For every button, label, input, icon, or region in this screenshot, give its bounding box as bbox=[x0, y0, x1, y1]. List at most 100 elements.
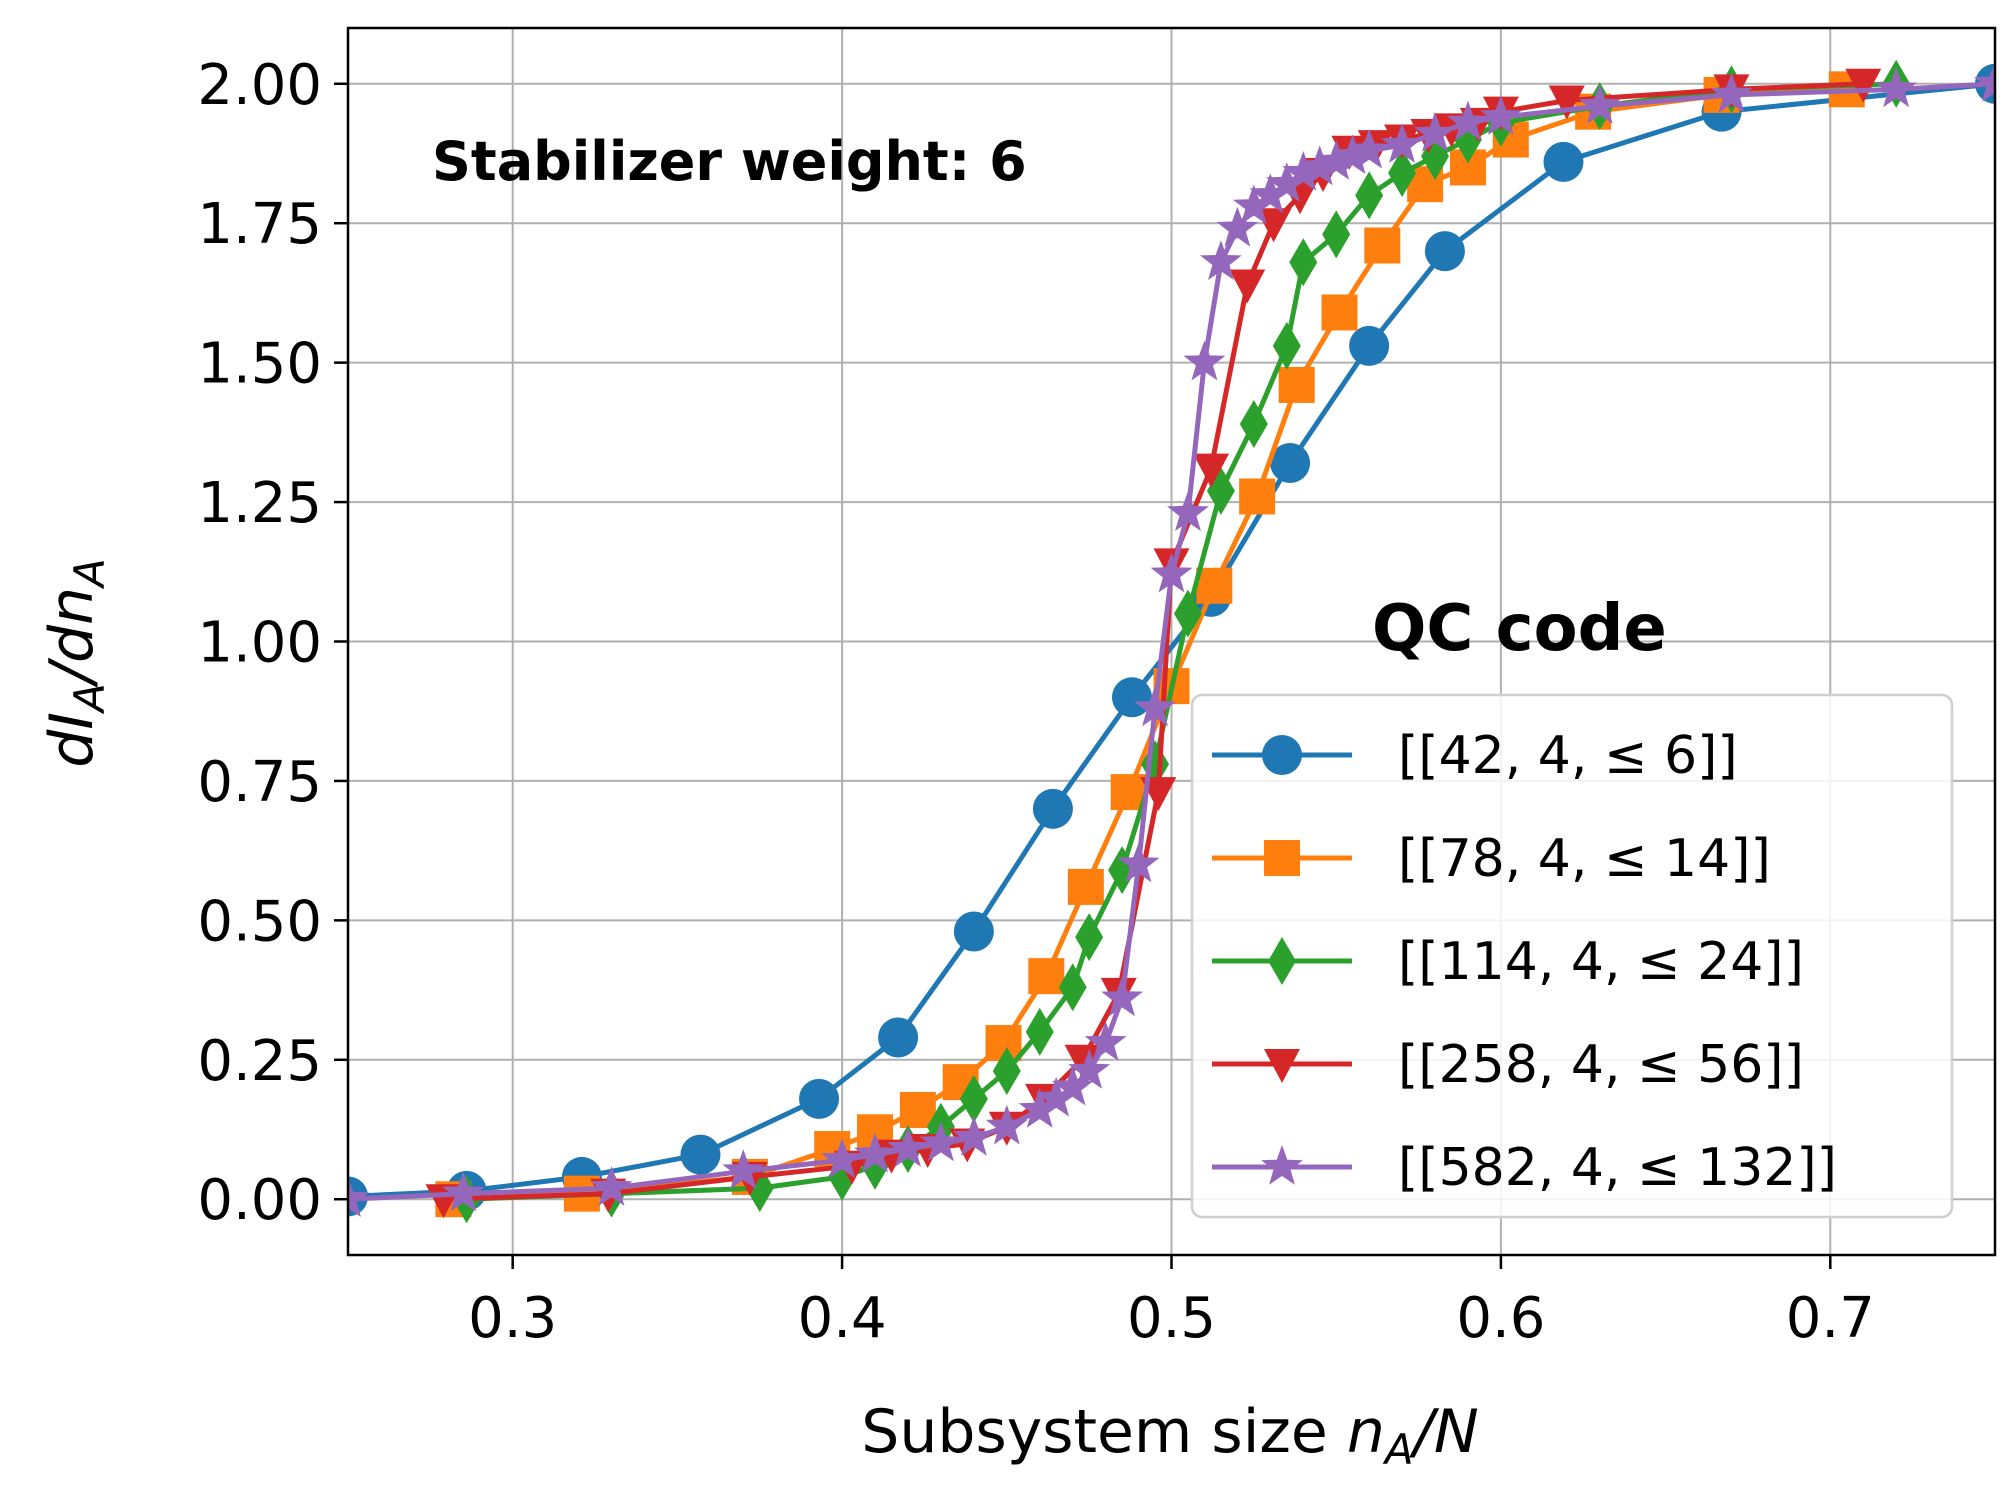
data-point bbox=[1265, 162, 1308, 202]
data-point bbox=[1075, 913, 1104, 962]
data-point bbox=[1348, 128, 1391, 169]
data-point bbox=[1035, 1076, 1078, 1117]
data-point bbox=[1196, 567, 1233, 604]
legend-marker bbox=[1264, 840, 1300, 876]
legend-marker bbox=[1262, 735, 1302, 775]
data-point bbox=[1032, 788, 1073, 829]
data-point bbox=[1067, 868, 1104, 905]
data-point bbox=[1173, 589, 1202, 638]
data-point bbox=[1845, 68, 1882, 103]
data-point bbox=[920, 1121, 962, 1162]
data-point bbox=[1229, 269, 1266, 304]
data-point bbox=[1064, 1044, 1101, 1079]
y-tick-label: 1.25 bbox=[197, 471, 322, 536]
data-point bbox=[1200, 240, 1242, 280]
data-point bbox=[1875, 67, 1918, 108]
data-point bbox=[680, 1134, 721, 1175]
legend-label: [[258, 4, ≤ 56]] bbox=[1398, 1035, 1804, 1095]
x-axis-label: Subsystem size nA/N bbox=[861, 1397, 1478, 1474]
data-point bbox=[1270, 443, 1311, 484]
legend-entry: [[582, 4, ≤ 132]] bbox=[1212, 1138, 1837, 1198]
x-tick-label: 0.5 bbox=[1127, 1286, 1216, 1351]
data-point bbox=[1278, 366, 1315, 403]
legend-marker bbox=[1268, 937, 1296, 985]
data-point bbox=[1321, 294, 1358, 331]
data-point bbox=[1548, 85, 1585, 120]
data-point bbox=[1289, 238, 1318, 287]
legend-label: [[78, 4, ≤ 14]] bbox=[1398, 829, 1771, 889]
legend-label: [[42, 4, ≤ 6]] bbox=[1398, 726, 1738, 786]
legend: QC code [[42, 4, ≤ 6]] [[78, 4, ≤ 14]] [[1… bbox=[1190, 592, 1954, 1219]
legend-marker bbox=[1261, 1145, 1303, 1185]
data-point bbox=[992, 1046, 1021, 1095]
y-tick-label: 1.75 bbox=[197, 192, 322, 257]
data-point bbox=[1216, 206, 1259, 247]
data-point bbox=[1255, 208, 1292, 243]
data-point bbox=[1322, 210, 1351, 259]
data-point bbox=[1167, 491, 1209, 531]
data-point bbox=[1282, 151, 1325, 191]
y-tick-label: 1.50 bbox=[197, 332, 322, 397]
data-point bbox=[1134, 686, 1176, 727]
y-tick-label: 0.50 bbox=[197, 889, 322, 954]
data-point bbox=[1239, 399, 1268, 448]
data-point bbox=[722, 1149, 765, 1190]
data-point bbox=[1193, 453, 1230, 488]
data-point bbox=[1331, 134, 1374, 175]
y-axis-label: dIA/dnA bbox=[37, 558, 114, 768]
data-point bbox=[1232, 184, 1275, 225]
series-5 bbox=[348, 61, 1995, 1217]
data-point bbox=[1578, 84, 1621, 124]
data-point bbox=[1058, 963, 1087, 1012]
y-tick-label: 0.00 bbox=[197, 1168, 322, 1233]
data-point bbox=[1355, 171, 1384, 220]
legend-entry: [[78, 4, ≤ 14]] bbox=[1212, 829, 1771, 889]
y-tick-label: 0.25 bbox=[197, 1029, 322, 1094]
annotation: Stabilizer weight: 6 bbox=[432, 130, 1027, 193]
data-point bbox=[1388, 149, 1417, 198]
legend-box bbox=[1190, 693, 1954, 1219]
data-point bbox=[1150, 552, 1193, 593]
data-point bbox=[1018, 1088, 1061, 1128]
legend-entry: [[42, 4, ≤ 6]] bbox=[1212, 726, 1738, 786]
data-point bbox=[590, 1166, 633, 1206]
data-point bbox=[959, 1074, 988, 1123]
series-layer bbox=[348, 59, 1995, 1224]
data-point bbox=[1111, 677, 1152, 718]
data-point bbox=[1298, 145, 1341, 186]
ticks: 0.3 0.4 0.5 0.6 0.7 0.00 0.25 0.50 0.75 1.00 1.25 1… bbox=[197, 53, 1875, 1351]
data-point bbox=[854, 1132, 896, 1173]
legend-entry: [[258, 4, ≤ 56]] bbox=[1212, 1035, 1804, 1095]
data-point bbox=[1480, 95, 1522, 135]
data-point bbox=[1364, 227, 1401, 264]
data-point bbox=[887, 1127, 929, 1167]
data-point bbox=[1447, 100, 1489, 141]
x-tick-label: 0.6 bbox=[1456, 1286, 1545, 1351]
data-point bbox=[1249, 173, 1292, 214]
legend-marker bbox=[1264, 1049, 1300, 1083]
data-point bbox=[1028, 958, 1065, 995]
data-point bbox=[1349, 325, 1390, 366]
data-point bbox=[1025, 1007, 1054, 1056]
data-point bbox=[1239, 478, 1276, 515]
legend-entry: [[114, 4, ≤ 24]] bbox=[1212, 932, 1804, 992]
y-tick-label: 0.75 bbox=[197, 750, 322, 815]
data-point bbox=[1084, 1021, 1127, 1061]
data-point bbox=[878, 1017, 919, 1058]
data-point bbox=[953, 911, 994, 952]
data-point bbox=[1424, 231, 1465, 272]
data-point bbox=[442, 1171, 485, 1212]
data-point bbox=[821, 1138, 863, 1178]
data-point bbox=[1381, 123, 1423, 163]
y-tick-label: 2.00 bbox=[197, 53, 322, 118]
data-point bbox=[1117, 842, 1160, 883]
data-point bbox=[1183, 340, 1226, 381]
x-tick-label: 0.3 bbox=[468, 1286, 557, 1351]
data-point bbox=[1974, 61, 1995, 102]
y-tick-label: 1.00 bbox=[197, 611, 322, 676]
data-point bbox=[799, 1078, 840, 1119]
data-point bbox=[1101, 976, 1143, 1017]
legend-label: [[582, 4, ≤ 132]] bbox=[1398, 1138, 1837, 1198]
legend-entries: [[42, 4, ≤ 6]] [[78, 4, ≤ 14]] [[114, 4, ≤… bbox=[1212, 726, 1837, 1198]
